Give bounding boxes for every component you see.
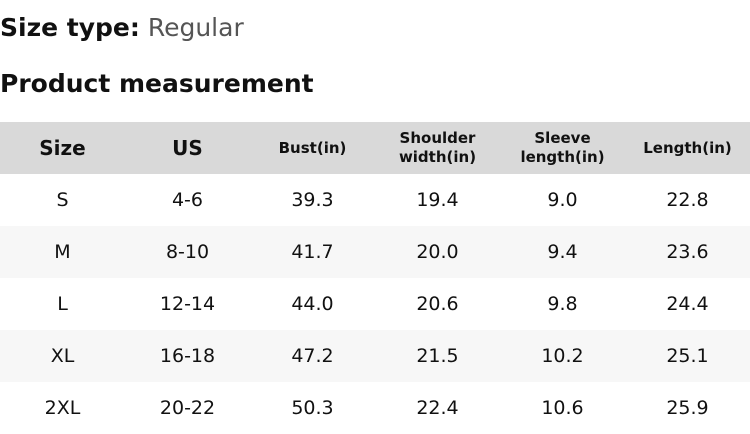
table-head: Size US Bust(in) Shoulder width(in) Sleeve l… <box>0 122 750 174</box>
table-cell: 25.1 <box>666 345 709 367</box>
table-cell: M <box>54 241 71 263</box>
table-cell: 39.3 <box>291 189 334 211</box>
table-cell: 10.6 <box>541 397 584 419</box>
table-cell: 20-22 <box>159 397 216 419</box>
table-cell: 9.0 <box>547 189 578 211</box>
table-cell: 47.2 <box>291 345 334 367</box>
table-cell: 25.9 <box>666 397 709 419</box>
size-type-label: Size type: <box>0 13 140 42</box>
column-header: US <box>172 135 203 160</box>
table-cell: L <box>57 293 68 315</box>
table-row: S 4-6 39.3 19.4 9.0 22.8 <box>0 174 750 226</box>
table-cell: XL <box>50 345 75 367</box>
column-header: Bust(in) <box>278 138 347 157</box>
table-cell: 9.4 <box>547 241 578 263</box>
section-title: Product measurement <box>0 69 314 98</box>
table-cell: 21.5 <box>416 345 459 367</box>
column-header: Size <box>39 135 86 160</box>
table-row: L 12-14 44.0 20.6 9.8 24.4 <box>0 278 750 330</box>
size-table: Size US Bust(in) Shoulder width(in) Sleeve l… <box>0 122 750 434</box>
column-header: Shoulder width(in) <box>398 129 477 166</box>
table-cell: 8-10 <box>165 241 210 263</box>
table-cell: 44.0 <box>291 293 334 315</box>
header-row: Size US Bust(in) Shoulder width(in) Sleeve l… <box>0 122 750 174</box>
table-cell: 22.4 <box>416 397 459 419</box>
table-cell: 12-14 <box>159 293 216 315</box>
table-row: XL 16-18 47.2 21.5 10.2 25.1 <box>0 330 750 382</box>
size-type-value: Regular <box>147 13 244 42</box>
table-cell: 22.8 <box>666 189 709 211</box>
table-body: S 4-6 39.3 19.4 9.0 22.8 M 8-10 41.7 20.0 9.4 23.6 L… <box>0 174 750 434</box>
table-row: M 8-10 41.7 20.0 9.4 23.6 <box>0 226 750 278</box>
table-cell: S <box>56 189 69 211</box>
table-cell: 50.3 <box>291 397 334 419</box>
column-header: Sleeve length(in) <box>520 129 605 166</box>
table-cell: 20.6 <box>416 293 459 315</box>
table-cell: 4-6 <box>171 189 204 211</box>
table-cell: 41.7 <box>291 241 334 263</box>
table-cell: 23.6 <box>666 241 709 263</box>
table-cell: 20.0 <box>416 241 459 263</box>
table-cell: 16-18 <box>159 345 216 367</box>
size-type: Size type: Regular <box>0 10 244 46</box>
table-cell: 10.2 <box>541 345 584 367</box>
table-cell: 9.8 <box>547 293 578 315</box>
column-header: Length(in) <box>643 138 732 157</box>
table-row: 2XL 20-22 50.3 22.4 10.6 25.9 <box>0 382 750 434</box>
table-cell: 19.4 <box>416 189 459 211</box>
table-cell: 24.4 <box>666 293 709 315</box>
table-cell: 2XL <box>44 397 81 419</box>
